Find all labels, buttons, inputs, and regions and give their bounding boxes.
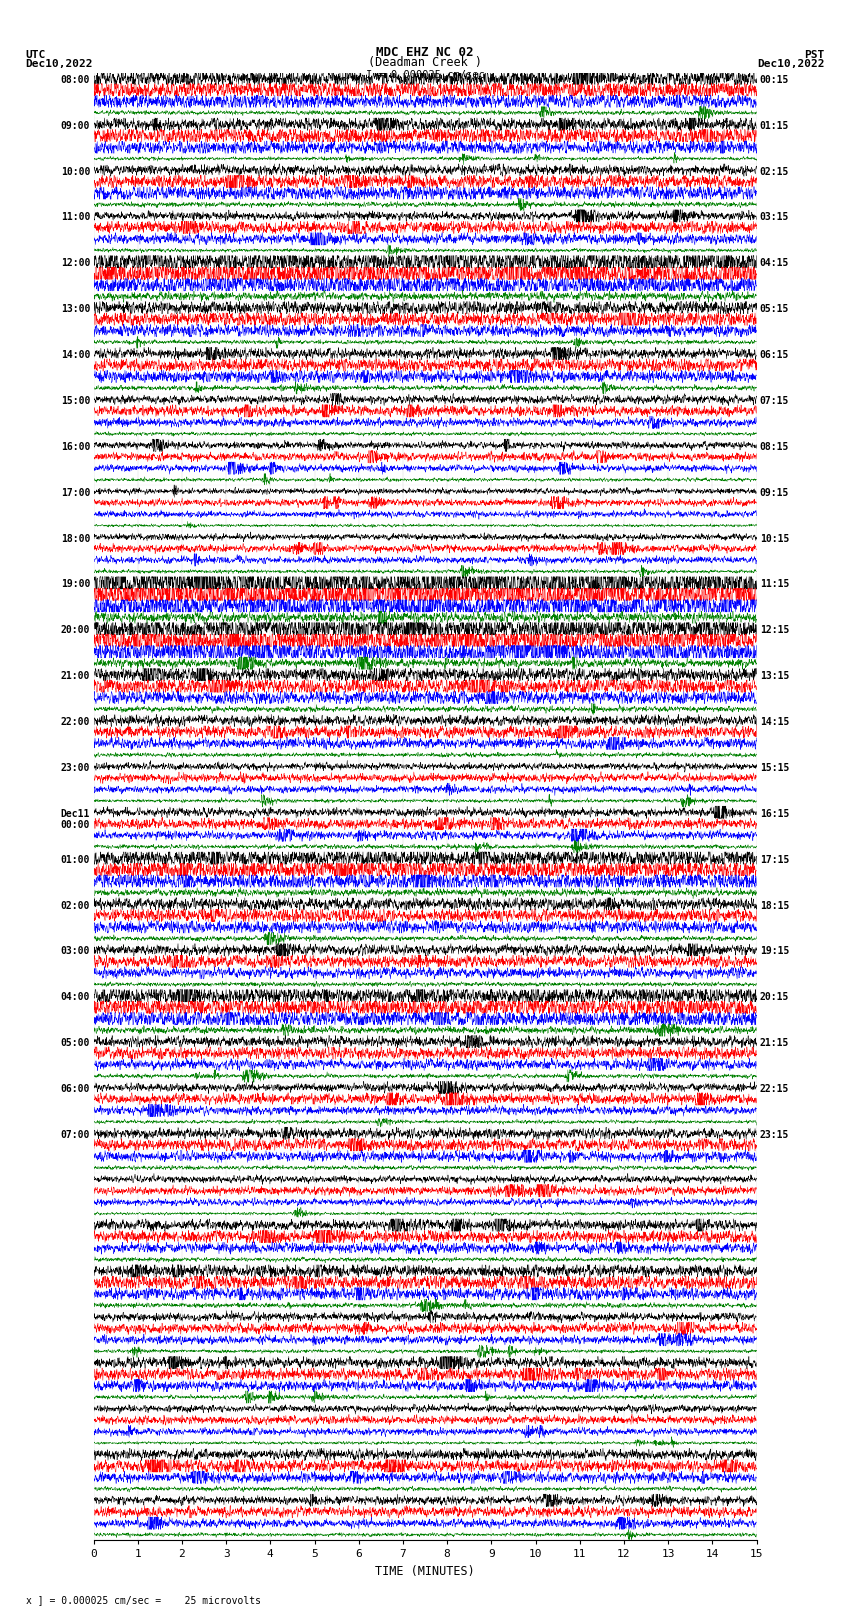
- Text: 18:15: 18:15: [760, 900, 789, 910]
- Text: x ] = 0.000025 cm/sec =    25 microvolts: x ] = 0.000025 cm/sec = 25 microvolts: [26, 1595, 260, 1605]
- Text: Dec10,2022: Dec10,2022: [757, 60, 824, 69]
- Text: 01:00: 01:00: [61, 855, 90, 865]
- Text: 19:15: 19:15: [760, 947, 789, 957]
- Text: 12:00: 12:00: [61, 258, 90, 268]
- Text: 13:15: 13:15: [760, 671, 789, 681]
- Text: 10:00: 10:00: [61, 166, 90, 176]
- Text: 02:15: 02:15: [760, 166, 789, 176]
- Text: 18:00: 18:00: [61, 534, 90, 544]
- Text: 15:15: 15:15: [760, 763, 789, 773]
- Text: 21:00: 21:00: [61, 671, 90, 681]
- Text: 23:15: 23:15: [760, 1129, 789, 1140]
- Text: 20:00: 20:00: [61, 626, 90, 636]
- Text: 01:15: 01:15: [760, 121, 789, 131]
- Text: 05:00: 05:00: [61, 1039, 90, 1048]
- Text: 00:15: 00:15: [760, 74, 789, 85]
- Text: Dec10,2022: Dec10,2022: [26, 60, 93, 69]
- Text: 15:00: 15:00: [61, 395, 90, 406]
- Text: Dec11
00:00: Dec11 00:00: [61, 808, 90, 831]
- Text: 11:15: 11:15: [760, 579, 789, 589]
- Text: 16:15: 16:15: [760, 808, 789, 819]
- Text: 06:15: 06:15: [760, 350, 789, 360]
- X-axis label: TIME (MINUTES): TIME (MINUTES): [375, 1565, 475, 1578]
- Text: 09:00: 09:00: [61, 121, 90, 131]
- Text: 10:15: 10:15: [760, 534, 789, 544]
- Text: 11:00: 11:00: [61, 213, 90, 223]
- Text: 21:15: 21:15: [760, 1039, 789, 1048]
- Text: PST: PST: [804, 50, 824, 60]
- Text: 22:15: 22:15: [760, 1084, 789, 1094]
- Text: (Deadman Creek ): (Deadman Creek ): [368, 56, 482, 69]
- Text: 12:15: 12:15: [760, 626, 789, 636]
- Text: 03:15: 03:15: [760, 213, 789, 223]
- Text: 08:15: 08:15: [760, 442, 789, 452]
- Text: 06:00: 06:00: [61, 1084, 90, 1094]
- Text: 07:15: 07:15: [760, 395, 789, 406]
- Text: 19:00: 19:00: [61, 579, 90, 589]
- Text: 08:00: 08:00: [61, 74, 90, 85]
- Text: I = 0.000025 cm/sec: I = 0.000025 cm/sec: [366, 69, 484, 79]
- Text: 04:15: 04:15: [760, 258, 789, 268]
- Text: 09:15: 09:15: [760, 487, 789, 498]
- Text: 23:00: 23:00: [61, 763, 90, 773]
- Text: 04:00: 04:00: [61, 992, 90, 1002]
- Text: 14:15: 14:15: [760, 718, 789, 727]
- Text: UTC: UTC: [26, 50, 46, 60]
- Text: 05:15: 05:15: [760, 305, 789, 315]
- Text: 02:00: 02:00: [61, 900, 90, 910]
- Text: 17:15: 17:15: [760, 855, 789, 865]
- Text: 03:00: 03:00: [61, 947, 90, 957]
- Text: 22:00: 22:00: [61, 718, 90, 727]
- Text: 07:00: 07:00: [61, 1129, 90, 1140]
- Text: 14:00: 14:00: [61, 350, 90, 360]
- Text: 17:00: 17:00: [61, 487, 90, 498]
- Text: 16:00: 16:00: [61, 442, 90, 452]
- Text: 20:15: 20:15: [760, 992, 789, 1002]
- Text: MDC EHZ NC 02: MDC EHZ NC 02: [377, 45, 473, 58]
- Text: 13:00: 13:00: [61, 305, 90, 315]
